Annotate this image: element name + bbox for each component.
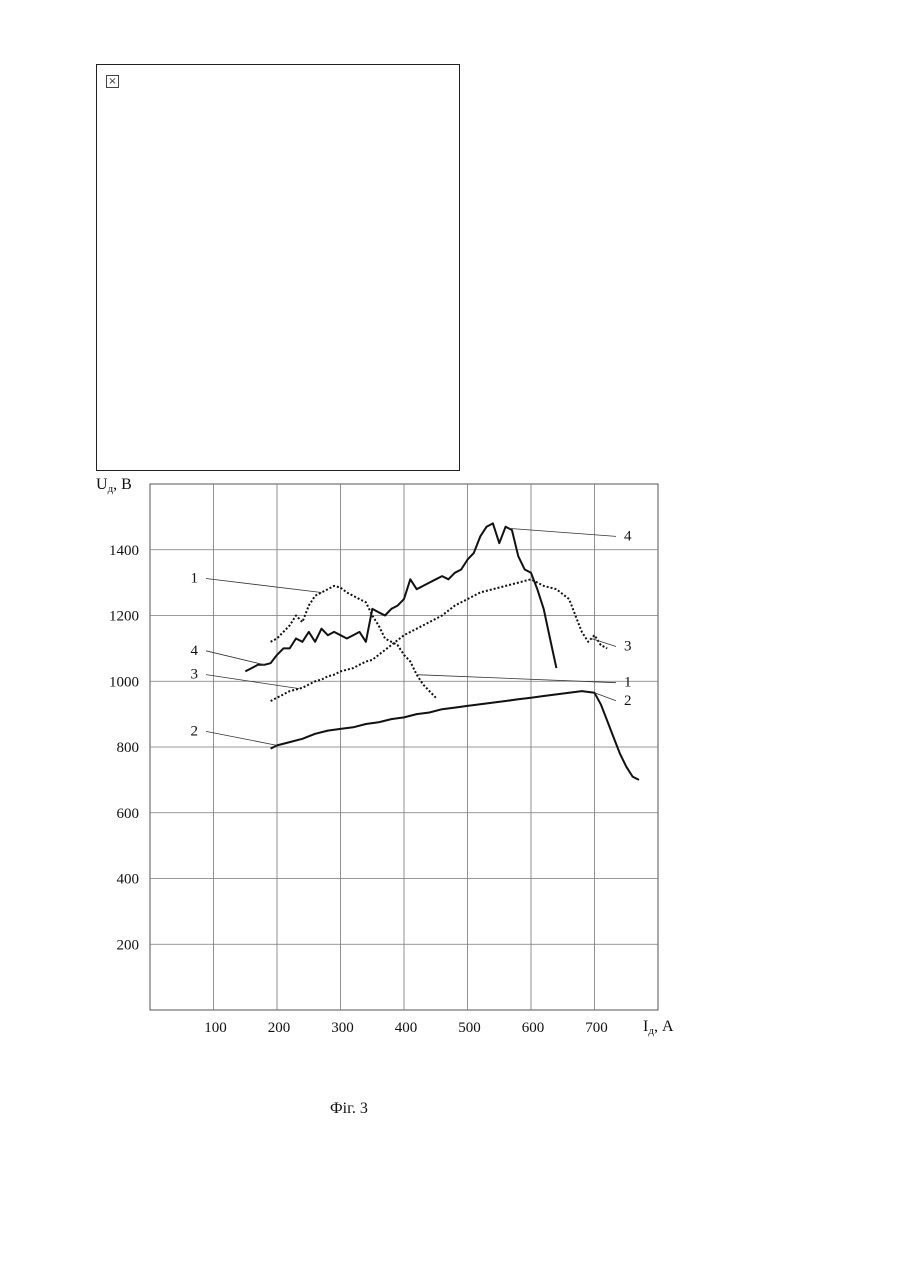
curve-label-right-2: 2 bbox=[624, 693, 632, 709]
x-axis-label-unit: , А bbox=[654, 1018, 674, 1035]
x-tick-label-300: 300 bbox=[331, 1020, 354, 1036]
broken-image-icon: × bbox=[106, 75, 119, 88]
chart-labels: 1 4 3 2 4 3 1 2 bbox=[191, 528, 633, 739]
chart-leaders bbox=[206, 528, 616, 745]
x-tick-label-100: 100 bbox=[204, 1020, 227, 1036]
y-axis-label-main: U bbox=[96, 476, 108, 493]
leader-line-right-4 bbox=[509, 528, 616, 536]
curve-label-left-4: 4 bbox=[191, 643, 199, 659]
y-axis-label: Uд, В bbox=[96, 476, 132, 495]
y-axis-label-unit: , В bbox=[113, 476, 132, 493]
x-tick-label-400: 400 bbox=[395, 1020, 418, 1036]
broken-image-frame: × bbox=[96, 64, 460, 471]
x-axis-label: Iд, А bbox=[643, 1018, 674, 1037]
chart-grid bbox=[150, 484, 658, 1010]
series-line-2 bbox=[271, 691, 639, 780]
figure-caption: Фіг. 3 bbox=[330, 1100, 430, 1118]
voltage-current-chart: 100 200 300 400 500 600 700 200 400 600 800 1000 120… bbox=[0, 470, 900, 1060]
chart-series bbox=[245, 523, 639, 780]
leader-line-right-3 bbox=[591, 639, 616, 647]
y-tick-label-800: 800 bbox=[117, 740, 140, 756]
curve-label-left-1: 1 bbox=[191, 570, 199, 586]
y-tick-label-1400: 1400 bbox=[109, 543, 139, 559]
x-tick-label-700: 700 bbox=[585, 1020, 608, 1036]
series-line-3 bbox=[271, 579, 608, 701]
curve-label-right-4: 4 bbox=[624, 528, 632, 544]
chart-ticks: 100 200 300 400 500 600 700 200 400 600 800 1000 120… bbox=[109, 543, 608, 1036]
leader-line-left-1 bbox=[206, 578, 321, 592]
x-tick-label-600: 600 bbox=[522, 1020, 545, 1036]
curve-label-left-3: 3 bbox=[191, 667, 199, 683]
y-tick-label-400: 400 bbox=[117, 872, 140, 888]
y-tick-label-1200: 1200 bbox=[109, 609, 139, 625]
x-tick-label-200: 200 bbox=[268, 1020, 291, 1036]
x-tick-label-500: 500 bbox=[458, 1020, 481, 1036]
y-tick-label-600: 600 bbox=[117, 806, 140, 822]
leader-line-left-4 bbox=[206, 651, 264, 665]
y-tick-label-200: 200 bbox=[117, 937, 140, 953]
curve-label-right-3: 3 bbox=[624, 639, 632, 655]
curve-label-right-1: 1 bbox=[624, 675, 632, 691]
y-tick-label-1000: 1000 bbox=[109, 674, 139, 690]
leader-line-left-2 bbox=[206, 731, 277, 745]
curve-label-left-2: 2 bbox=[191, 723, 199, 739]
